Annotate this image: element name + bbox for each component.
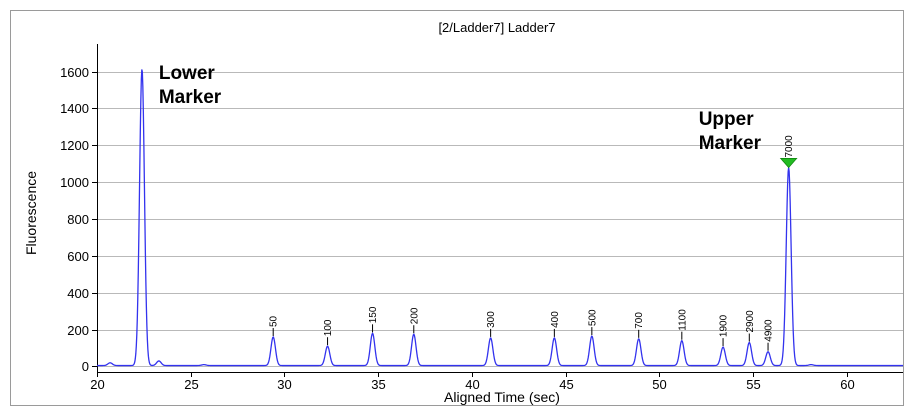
peak-size-label: 50 xyxy=(269,315,280,327)
x-tick-label: 45 xyxy=(559,377,573,392)
upper-marker-triangle xyxy=(779,158,798,169)
x-tick-label: 40 xyxy=(465,377,479,392)
x-tick-label: 35 xyxy=(371,377,385,392)
annotation-line: Lower xyxy=(159,63,216,84)
peak-size-label: 300 xyxy=(486,311,497,328)
y-tick-label: 1400 xyxy=(60,101,89,116)
y-tick-label: 600 xyxy=(67,249,89,264)
peak-size-label: 1100 xyxy=(677,309,688,331)
peak-size-label: 2900 xyxy=(745,310,756,333)
marker-annotation: Upper Marker xyxy=(699,109,762,154)
y-tick-label: 200 xyxy=(67,323,89,338)
y-tick-label: 1600 xyxy=(60,65,89,80)
x-axis-title: Aligned Time (sec) xyxy=(444,389,560,405)
peak-size-label: 700 xyxy=(634,312,645,329)
y-tick-label: 800 xyxy=(67,212,89,227)
grid-layer xyxy=(97,72,903,367)
annotation-line: Marker xyxy=(159,87,222,108)
y-tick-label: 1000 xyxy=(60,175,89,190)
x-tick-label: 55 xyxy=(746,377,760,392)
peak-size-label: 4900 xyxy=(764,319,775,342)
annotation-line: Marker xyxy=(699,133,762,154)
panel-border xyxy=(10,10,904,406)
annotation-line: Upper xyxy=(699,109,755,130)
peak-size-label: 1900 xyxy=(719,314,730,337)
chart-title: [2/Ladder7] Ladder7 xyxy=(438,20,555,35)
y-tick-label: 1200 xyxy=(60,138,89,153)
x-tick-label: 20 xyxy=(90,377,104,392)
y-tick-label: 400 xyxy=(67,286,89,301)
peak-size-label: 150 xyxy=(368,306,379,323)
x-tick-label: 25 xyxy=(184,377,198,392)
peak-label-layer: 50 100 150 200 300 400 500 700 1100 1900 2900 4900 7… xyxy=(159,63,798,351)
x-tick-label: 50 xyxy=(652,377,666,392)
x-tick-label: 30 xyxy=(277,377,291,392)
peak-size-label: 7000 xyxy=(784,135,795,158)
peak-size-label: 100 xyxy=(323,319,334,336)
x-tick-label: 60 xyxy=(840,377,854,392)
axis-layer: 0 200 400 600 800 1000 1200 1400 1600 20 25 30 35 40 4… xyxy=(60,44,903,392)
peak-size-label: 500 xyxy=(587,309,598,326)
marker-annotation: Lower Marker xyxy=(159,63,222,108)
y-axis-title: Fluorescence xyxy=(23,171,39,255)
peak-size-label: 200 xyxy=(409,307,420,324)
fluorescence-trace xyxy=(97,69,903,367)
y-tick-label: 0 xyxy=(82,359,89,374)
trace-layer xyxy=(97,69,903,367)
peak-size-label: 400 xyxy=(550,311,561,328)
